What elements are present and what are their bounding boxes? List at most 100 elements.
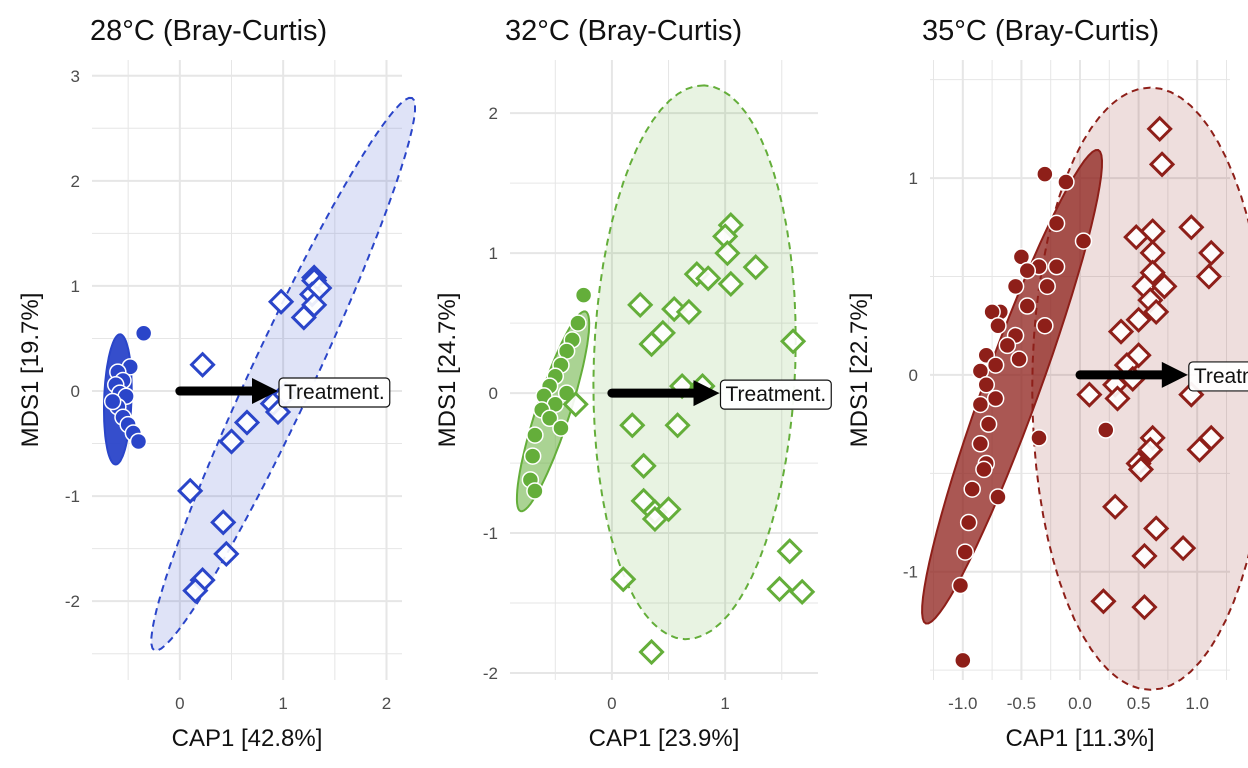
data-point-circle	[1047, 214, 1066, 233]
data-point-diamond	[182, 577, 209, 604]
data-point-diamond	[675, 298, 703, 326]
data-point-circle	[1047, 257, 1066, 276]
data-point-diamond	[776, 538, 803, 565]
data-point-diamond	[1186, 436, 1213, 463]
data-point-diamond	[638, 638, 665, 666]
treatment-arrow-head	[1161, 361, 1188, 388]
treatment-arrow-label: Treatment.	[284, 381, 385, 404]
data-point-circle	[1097, 421, 1115, 439]
data-point-circle	[1036, 165, 1054, 183]
y-tick-label: 1	[489, 244, 498, 263]
data-point-circle	[986, 389, 1005, 408]
data-point-circle	[959, 513, 978, 532]
data-point-circle	[1030, 429, 1048, 447]
data-point-diamond	[742, 254, 769, 281]
data-point-diamond	[1178, 214, 1205, 241]
y-tick-label: 3	[71, 67, 80, 86]
data-point-diamond	[1195, 263, 1223, 290]
data-point-circle	[523, 447, 542, 465]
data-point-diamond	[1127, 456, 1155, 483]
y-tick-label: 1	[909, 169, 918, 188]
treatment-label-box	[278, 377, 391, 408]
data-point-circle	[1018, 297, 1037, 315]
x-tick-label: 2	[382, 694, 391, 713]
data-point-diamond	[630, 452, 657, 479]
x-axis-label: CAP1 [11.3%]	[1006, 725, 1155, 752]
data-point-circle	[1018, 261, 1037, 280]
data-point-diamond	[233, 409, 261, 436]
treatment-arrow-label: Treatment.	[1194, 365, 1248, 388]
data-point-diamond	[714, 240, 741, 267]
data-point-circle	[1010, 350, 1028, 368]
data-point-diamond	[717, 270, 744, 298]
y-tick-label: -2	[65, 592, 80, 611]
data-point-diamond	[1107, 318, 1135, 345]
data-point-diamond	[1102, 493, 1129, 520]
y-axis-label: MDS1 [19.7%]	[17, 293, 44, 448]
data-point-diamond	[210, 509, 237, 536]
data-point-diamond	[562, 391, 589, 418]
data-point-circle	[540, 409, 559, 428]
x-tick-label: 1	[720, 694, 729, 713]
treatment-arrow-head	[252, 378, 278, 405]
panel-32c: 0 1 -2 -1 0 1 2 Treatment. 32°C (Bray-Curtis) CAP…	[434, 15, 832, 752]
data-point-diamond	[1198, 239, 1225, 267]
data-point-diamond	[619, 412, 646, 439]
y-tick-label: 0	[489, 384, 498, 403]
x-axis-label: CAP1 [23.9%]	[589, 725, 740, 752]
y-tick-label: 0	[71, 382, 80, 401]
data-point-diamond	[1143, 515, 1170, 542]
y-tick-label: -1	[903, 563, 918, 582]
data-point-circle	[526, 482, 544, 500]
panel-title: 32°C (Bray-Curtis)	[505, 15, 742, 47]
data-point-diamond	[290, 304, 317, 331]
data-point-diamond	[1143, 298, 1170, 326]
data-point-circle	[526, 426, 544, 444]
data-point-circle	[1074, 232, 1093, 250]
data-point-circle	[574, 286, 593, 304]
data-point-diamond	[267, 288, 295, 315]
x-tick-label: -1.0	[948, 694, 977, 713]
data-point-circle	[1038, 277, 1056, 296]
y-tick-label: 1	[71, 277, 80, 296]
data-point-diamond	[1148, 151, 1176, 178]
data-point-diamond	[1151, 273, 1178, 300]
x-tick-label: 1	[278, 694, 287, 713]
data-point-diamond	[189, 351, 216, 378]
x-tick-label: 0.0	[1068, 694, 1092, 713]
y-tick-label: -1	[483, 524, 498, 543]
data-point-circle	[956, 543, 974, 561]
data-point-circle	[951, 576, 970, 595]
data-point-diamond	[695, 265, 722, 292]
confidence-ellipse-diamond	[150, 96, 416, 652]
panel-28c: 0 1 2 -2 -1 0 1 2 3 Treatment. 28°C (Bray-Curtis) C…	[17, 15, 416, 752]
panel-title: 28°C (Bray-Curtis)	[90, 15, 327, 47]
data-point-diamond	[766, 575, 793, 603]
data-point-diamond	[1123, 224, 1150, 251]
data-point-diamond	[1125, 306, 1152, 333]
data-point-diamond	[641, 505, 669, 533]
data-point-diamond	[1137, 436, 1164, 463]
y-tick-label: -2	[483, 664, 498, 683]
data-point-diamond	[213, 540, 240, 568]
treatment-arrow-head	[693, 380, 720, 407]
y-axis-label: MDS1 [22.7%]	[846, 293, 873, 448]
data-point-diamond	[664, 412, 691, 439]
data-point-circle	[1006, 277, 1025, 296]
data-point-diamond	[779, 328, 807, 355]
x-tick-label: 0.5	[1127, 694, 1151, 713]
data-point-circle	[998, 336, 1017, 355]
data-point-circle	[979, 415, 998, 433]
data-point-diamond	[789, 578, 816, 605]
x-tick-label: 1.0	[1185, 694, 1209, 713]
panel-title: 35°C (Bray-Curtis)	[922, 15, 1159, 47]
data-point-circle	[977, 376, 995, 394]
y-tick-label: 0	[909, 366, 918, 385]
data-point-circle	[1036, 316, 1054, 335]
data-point-diamond	[1076, 381, 1103, 408]
x-tick-label: 0	[607, 694, 616, 713]
x-tick-label: -0.5	[1007, 694, 1036, 713]
data-point-circle	[552, 419, 570, 437]
x-axis-label: CAP1 [42.8%]	[172, 725, 323, 752]
treatment-arrow-label: Treatment.	[725, 383, 826, 406]
